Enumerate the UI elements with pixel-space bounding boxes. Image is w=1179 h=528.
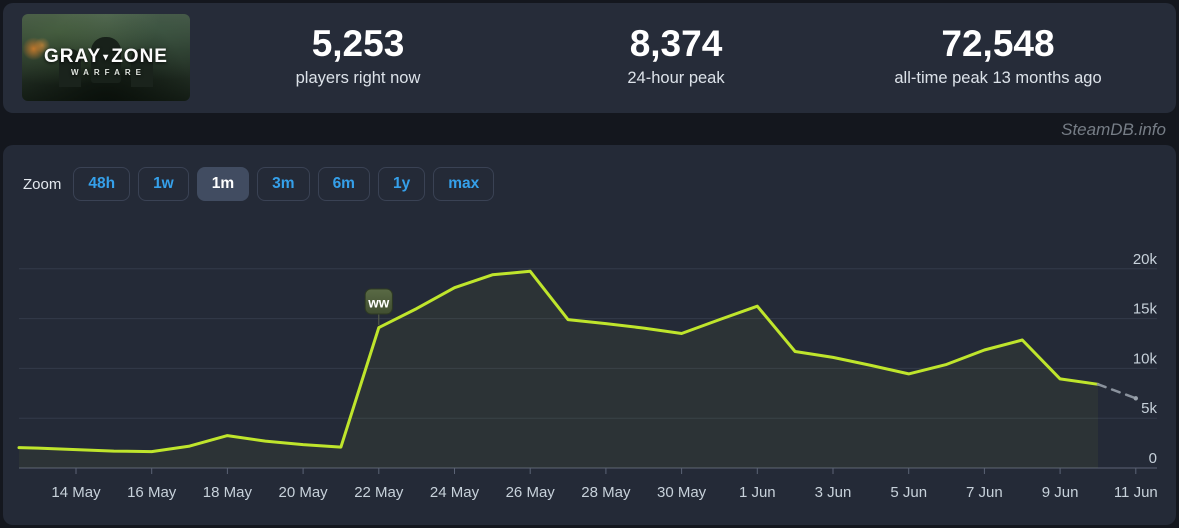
current-value-dot [1133,396,1139,401]
alltime-peak-label: all-time peak 13 months ago [894,68,1102,87]
stat-current-players: 5,253 players right now [296,23,421,88]
player-count-line [17,269,1100,454]
player-chart-panel: Zoom 48h 1w 1m 3m 6m 1y max 0 5k 10k 15k 20k 14 May… [3,145,1176,525]
steamdb-watermark: SteamDB.info [1061,120,1166,139]
range-button-1y[interactable]: 1y [377,167,426,201]
game-logo-title: GRAY ▾ ZONE [44,46,168,67]
x-axis-label-22 May: 22 May [354,484,404,501]
current-players-value: 5,253 [311,23,405,64]
x-axis-label-5 Jun: 5 Jun [890,484,927,501]
x-axis-label-26 May: 26 May [506,484,556,501]
x-axis-label-1 Jun: 1 Jun [739,484,776,501]
peak-24h-value: 8,374 [629,23,723,64]
x-axis-label-20 May: 20 May [278,484,328,501]
x-axis-label-18 May: 18 May [203,484,253,501]
x-axis-label-9 Jun: 9 Jun [1042,484,1079,501]
y-axis-label-0: 0 [1149,450,1157,467]
y-axis-label-15k: 15k [1133,301,1158,318]
game-stats-panel: GRAY ▾ ZONE WARFARE 5,253 players right no… [3,3,1176,113]
x-axis-label-14 May: 14 May [51,484,101,501]
range-button-48h[interactable]: 48h [73,167,131,201]
game-banner-image: GRAY ▾ ZONE WARFARE [22,14,190,101]
chart-flag-label: ww [367,296,390,311]
x-axis-label-7 Jun: 7 Jun [966,484,1003,501]
x-axis-label-30 May: 30 May [657,484,707,501]
game-logo-subtitle: WARFARE [71,68,146,77]
range-button-max[interactable]: max [433,167,495,201]
range-button-1m[interactable]: 1m [196,167,250,201]
logo-diamond-icon: ▾ [103,52,110,63]
player-count-chart[interactable]: 0 5k 10k 15k 20k 14 May 16 May 18 May 20 May 22 M… [3,145,1176,525]
chart-flag-ww[interactable] [364,288,393,315]
zoom-range-toolbar: Zoom 48h 1w 1m 3m 6m 1y max [23,167,495,201]
range-button-3m[interactable]: 3m [257,167,310,201]
range-button-1w[interactable]: 1w [138,167,189,201]
x-axis-label-3 Jun: 3 Jun [815,484,852,501]
alltime-peak-value: 72,548 [941,23,1055,64]
stat-alltime-peak: 72,548 all-time peak 13 months ago [894,23,1101,88]
x-axis-label-28 May: 28 May [581,484,631,501]
x-axis-label-16 May: 16 May [127,484,177,501]
player-count-area [19,271,1098,468]
y-axis-label-20k: 20k [1133,251,1158,268]
y-axis-label-10k: 10k [1133,350,1158,367]
x-axis-label-24 May: 24 May [430,484,480,501]
x-axis-label-11 Jun: 11 Jun [1114,484,1158,501]
stat-24h-peak: 8,374 24-hour peak [627,23,724,88]
range-button-6m[interactable]: 6m [317,167,370,201]
peak-24h-label: 24-hour peak [627,68,725,87]
current-players-label: players right now [295,68,421,87]
game-logo: GRAY ▾ ZONE WARFARE [22,47,190,77]
zoom-label: Zoom [23,175,62,193]
y-axis-label-5k: 5k [1141,400,1157,417]
player-count-line-projection [1096,383,1138,400]
